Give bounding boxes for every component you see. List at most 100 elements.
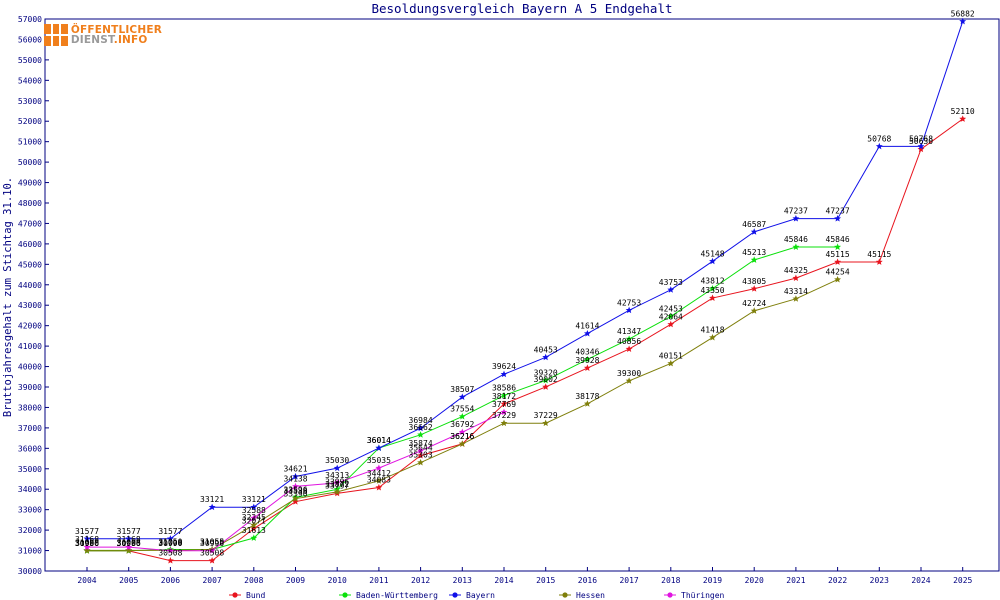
data-point-bund bbox=[208, 557, 216, 564]
data-label-bayern: 31577 bbox=[75, 527, 99, 536]
y-tick-label: 55000 bbox=[18, 56, 42, 65]
data-label-hessen: 37229 bbox=[492, 411, 516, 420]
x-tick-label: 2014 bbox=[494, 576, 513, 585]
data-label-bund: 30986 bbox=[75, 539, 99, 548]
data-label-bayern: 56882 bbox=[951, 9, 975, 18]
y-tick-label: 30000 bbox=[18, 567, 42, 576]
x-tick-label: 2012 bbox=[411, 576, 430, 585]
data-label-hessen: 31008 bbox=[117, 538, 141, 547]
y-tick-label: 37000 bbox=[18, 424, 42, 433]
data-point-th-ringen bbox=[250, 514, 258, 522]
data-label-bund: 36216 bbox=[450, 432, 474, 441]
data-label-hessen: 31008 bbox=[158, 538, 182, 547]
x-tick-label: 2013 bbox=[453, 576, 472, 585]
data-label-th-ringen: 32588 bbox=[242, 506, 266, 515]
logo: ÖFFENTLICHER DIENST.INFO bbox=[44, 23, 162, 47]
legend-marker bbox=[452, 592, 458, 598]
data-label-th-ringen: 30990 bbox=[158, 539, 182, 548]
data-point-baden-w-rttemberg bbox=[458, 412, 466, 420]
y-tick-label: 32000 bbox=[18, 526, 42, 535]
x-tick-label: 2008 bbox=[244, 576, 263, 585]
data-label-baden-w-rttemberg: 33596 bbox=[283, 485, 307, 494]
y-tick-label: 41000 bbox=[18, 342, 42, 351]
data-point-hessen bbox=[292, 495, 299, 502]
series-line-bund bbox=[87, 118, 963, 562]
data-label-hessen: 33872 bbox=[325, 480, 349, 489]
data-label-baden-w-rttemberg: 37554 bbox=[450, 405, 474, 414]
x-tick-label: 2018 bbox=[661, 576, 680, 585]
data-point-baden-w-rttemberg bbox=[834, 243, 842, 250]
x-tick-label: 2022 bbox=[828, 576, 847, 585]
data-label-bayern: 33121 bbox=[242, 495, 266, 504]
x-tick-label: 2023 bbox=[870, 576, 889, 585]
data-point-bayern bbox=[417, 424, 425, 432]
data-label-baden-w-rttemberg: 42453 bbox=[659, 304, 683, 313]
x-tick-label: 2007 bbox=[202, 576, 221, 585]
data-label-bund: 45115 bbox=[867, 250, 891, 259]
data-point-baden-w-rttemberg bbox=[583, 355, 591, 363]
data-label-bayern: 34621 bbox=[283, 465, 307, 474]
data-point-baden-w-rttemberg bbox=[542, 376, 550, 384]
data-point-hessen bbox=[625, 377, 633, 384]
data-point-th-ringen bbox=[333, 479, 341, 486]
logo-icon bbox=[44, 24, 68, 46]
y-tick-label: 54000 bbox=[18, 76, 42, 85]
data-label-bund: 44325 bbox=[784, 266, 808, 275]
data-label-th-ringen: 30990 bbox=[200, 539, 224, 548]
x-tick-label: 2006 bbox=[161, 576, 180, 585]
data-point-baden-w-rttemberg bbox=[625, 335, 633, 342]
y-tick-label: 35000 bbox=[18, 465, 42, 474]
data-point-hessen bbox=[709, 333, 716, 341]
data-label-bayern: 40453 bbox=[534, 345, 558, 354]
data-label-bund: 39928 bbox=[575, 356, 599, 365]
data-point-bayern bbox=[125, 535, 133, 542]
data-point-bund bbox=[667, 320, 675, 328]
x-tick-label: 2005 bbox=[119, 576, 138, 585]
data-label-th-ringen: 31168 bbox=[117, 535, 141, 544]
data-label-hessen: 40151 bbox=[659, 351, 683, 360]
data-point-bayern bbox=[792, 214, 800, 222]
data-label-bund: 35644 bbox=[409, 444, 433, 453]
data-point-hessen bbox=[83, 546, 91, 554]
data-label-hessen: 43314 bbox=[784, 287, 808, 296]
x-tick-label: 2024 bbox=[911, 576, 930, 585]
series-lines bbox=[83, 17, 967, 564]
data-label-baden-w-rttemberg: 45846 bbox=[784, 235, 808, 244]
legend-marker bbox=[562, 592, 568, 598]
x-tick-label: 2010 bbox=[328, 576, 347, 585]
data-label-bund: 52110 bbox=[951, 107, 975, 116]
data-label-baden-w-rttemberg: 39320 bbox=[534, 368, 558, 377]
y-tick-label: 38000 bbox=[18, 403, 42, 412]
logo-line-2-suffix: .INFO bbox=[113, 34, 148, 46]
x-tick-label: 2009 bbox=[286, 576, 305, 585]
data-label-bayern: 36014 bbox=[367, 436, 391, 445]
data-point-th-ringen bbox=[83, 543, 91, 551]
data-point-th-ringen bbox=[292, 482, 299, 490]
y-tick-label: 36000 bbox=[18, 444, 42, 453]
y-tick-label: 49000 bbox=[18, 179, 42, 188]
data-label-baden-w-rttemberg: 31050 bbox=[158, 538, 182, 547]
y-tick-label: 47000 bbox=[18, 219, 42, 228]
data-label-hessen: 36216 bbox=[450, 432, 474, 441]
data-point-baden-w-rttemberg bbox=[250, 534, 258, 541]
data-label-bund: 42064 bbox=[659, 312, 683, 321]
x-tick-label: 2019 bbox=[703, 576, 722, 585]
data-label-hessen: 37229 bbox=[534, 411, 558, 420]
data-label-hessen: 39300 bbox=[617, 369, 641, 378]
y-tick-label: 45000 bbox=[18, 260, 42, 269]
data-point-bund bbox=[250, 525, 258, 532]
data-point-hessen bbox=[500, 419, 508, 427]
data-label-baden-w-rttemberg: 41347 bbox=[617, 327, 641, 336]
data-point-bayern bbox=[583, 329, 591, 337]
data-label-baden-w-rttemberg: 36014 bbox=[367, 436, 391, 445]
y-axis-label: Bruttojahresgehalt zum Stichtag 31.10. bbox=[2, 177, 14, 417]
data-point-hessen bbox=[834, 275, 842, 283]
y-tick-label: 42000 bbox=[18, 322, 42, 331]
y-tick-label: 33000 bbox=[18, 506, 42, 515]
data-label-bayern: 45148 bbox=[700, 249, 724, 258]
data-point-th-ringen bbox=[125, 543, 133, 551]
y-tick-label: 51000 bbox=[18, 138, 42, 147]
legend-marker bbox=[232, 592, 238, 598]
data-labels: 30986 30986 30508 30508 32071 33390 33797 34083… bbox=[75, 9, 975, 557]
data-point-bayern bbox=[667, 286, 675, 293]
